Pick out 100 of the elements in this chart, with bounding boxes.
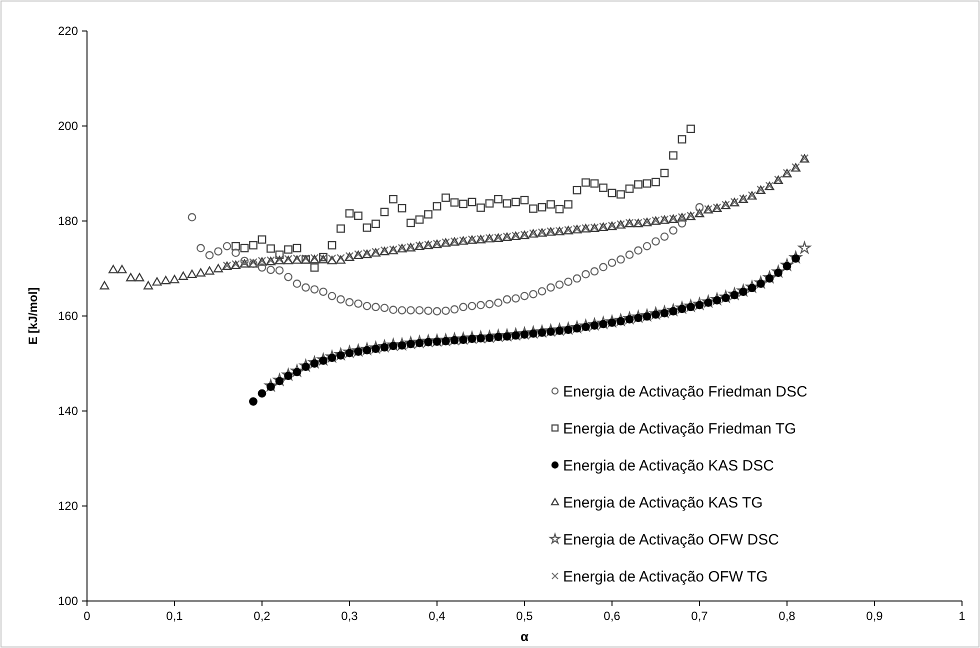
point: [572, 186, 582, 194]
point: [538, 203, 546, 212]
x-tick-label: 0: [84, 609, 91, 623]
point: [564, 200, 572, 209]
point: [520, 196, 529, 204]
point: [398, 306, 406, 314]
point: [380, 208, 389, 216]
point: [310, 285, 319, 294]
legend-label: Energia de Activação OFW DSC: [563, 531, 780, 548]
point: [476, 300, 485, 310]
point: [354, 299, 362, 308]
point: [590, 179, 599, 188]
x-tick-label: 0,9: [866, 609, 884, 623]
y-tick-label: 140: [58, 404, 78, 418]
point: [372, 302, 380, 312]
point: [468, 198, 476, 206]
y-tick-label: 120: [58, 499, 78, 514]
point: [432, 202, 442, 210]
point: [669, 226, 678, 235]
point: [406, 218, 415, 228]
point: [249, 241, 258, 250]
point: [485, 300, 494, 308]
point: [389, 194, 398, 204]
point: [258, 263, 266, 272]
point: [652, 178, 660, 186]
legend-label: Energia de Activação Friedman TG: [563, 420, 796, 438]
y-tick-label: 200: [58, 119, 78, 134]
point: [546, 200, 555, 209]
point: [415, 306, 424, 314]
point: [494, 194, 502, 204]
point: [406, 306, 415, 314]
point: [266, 244, 275, 253]
point: [275, 250, 284, 259]
point: [362, 223, 372, 232]
point: [459, 200, 468, 208]
legend-label: Energia de Activação KAS DSC: [563, 457, 774, 474]
point: [442, 194, 450, 202]
point: [678, 135, 686, 144]
point: [582, 270, 590, 278]
point: [494, 298, 502, 307]
point: [424, 210, 432, 219]
point: [398, 204, 406, 212]
x-tick-label: 0,3: [341, 609, 358, 623]
x-tick-label: 0,5: [516, 609, 534, 623]
point: [625, 250, 634, 259]
point: [389, 306, 398, 314]
point: [572, 274, 582, 283]
point: [319, 288, 328, 296]
point: [686, 124, 695, 134]
point: [450, 198, 459, 207]
y-tick-label: 100: [58, 594, 78, 608]
point: [284, 245, 292, 254]
point: [345, 209, 354, 218]
point: [582, 178, 590, 187]
point: [302, 283, 310, 292]
point: [222, 242, 232, 250]
point: [529, 290, 538, 298]
point: [564, 278, 572, 286]
point: [188, 213, 196, 222]
point: [555, 204, 564, 214]
y-tick-label: 220: [58, 24, 78, 38]
point: [328, 241, 336, 250]
point: [538, 287, 546, 296]
point: [485, 199, 494, 208]
point: [328, 292, 336, 300]
point: [284, 272, 292, 282]
y-tick-label: 180: [58, 214, 78, 228]
point: [205, 251, 214, 260]
point: [258, 235, 266, 244]
point: [362, 302, 372, 310]
point: [678, 219, 686, 228]
point: [512, 294, 520, 303]
x-tick-label: 0,8: [778, 609, 796, 623]
point: [660, 168, 669, 178]
point: [336, 295, 345, 304]
point: [275, 266, 284, 275]
point: [608, 258, 616, 267]
point: [608, 188, 616, 198]
point: [424, 306, 432, 315]
y-axis-title: E [kJ/mol]: [26, 287, 40, 345]
point: [292, 244, 302, 252]
point: [616, 190, 625, 199]
point: [599, 184, 608, 192]
point: [240, 244, 249, 252]
point: [468, 302, 476, 310]
point: [555, 280, 564, 289]
point: [599, 262, 608, 272]
point: [450, 305, 459, 314]
point: [459, 302, 468, 312]
point: [652, 237, 660, 246]
point: [502, 295, 512, 304]
point: [520, 292, 529, 300]
point: [476, 204, 485, 212]
point: [502, 199, 512, 208]
point: [546, 283, 555, 292]
x-tick-label: 0,6: [604, 609, 621, 623]
point: [232, 248, 240, 258]
x-tick-label: 0,1: [166, 609, 184, 623]
point: [415, 215, 424, 224]
point: [634, 180, 642, 189]
